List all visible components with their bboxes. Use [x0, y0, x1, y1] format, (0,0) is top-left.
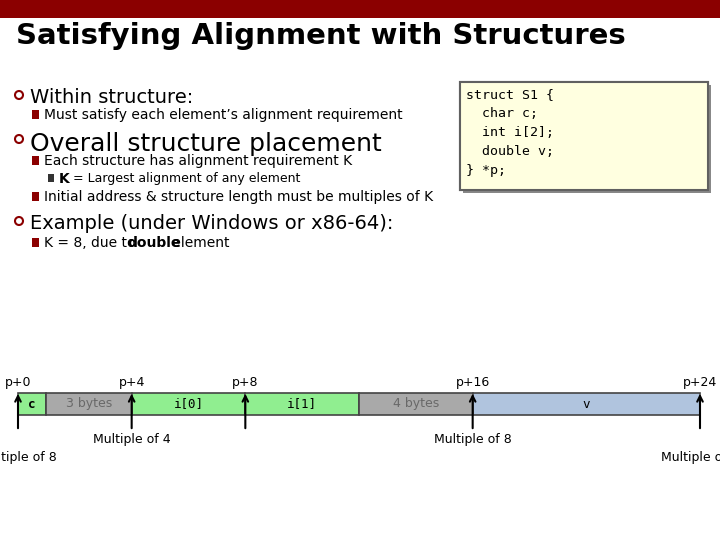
Text: p+24: p+24 — [683, 376, 717, 389]
Bar — [460, 82, 708, 190]
Text: c: c — [29, 397, 36, 410]
Text: Example (under Windows or x86-64):: Example (under Windows or x86-64): — [30, 214, 393, 233]
Bar — [48, 174, 54, 182]
Text: p+8: p+8 — [232, 376, 258, 389]
Bar — [46, 393, 132, 415]
Text: } *p;: } *p; — [466, 164, 506, 177]
Text: struct S1 {: struct S1 { — [466, 88, 554, 101]
Bar — [460, 82, 708, 190]
Text: Carnegie Mellon: Carnegie Mellon — [626, 1, 710, 11]
Text: 4 bytes: 4 bytes — [392, 397, 439, 410]
Bar — [472, 393, 700, 415]
Text: p+4: p+4 — [119, 376, 145, 389]
Text: Overall structure placement: Overall structure placement — [30, 132, 382, 156]
Text: K = 8, due to: K = 8, due to — [44, 236, 140, 250]
Text: K: K — [59, 172, 70, 186]
Bar — [32, 192, 39, 201]
Text: = Largest alignment of any element: = Largest alignment of any element — [69, 172, 300, 185]
Bar — [359, 393, 472, 415]
Text: p+0: p+0 — [5, 376, 31, 389]
Text: int i[2];: int i[2]; — [466, 126, 554, 139]
Text: i[0]: i[0] — [174, 397, 204, 410]
Text: p+16: p+16 — [456, 376, 490, 389]
Text: Each structure has alignment requirement K: Each structure has alignment requirement… — [44, 154, 352, 168]
Bar — [32, 156, 39, 165]
Text: Satisfying Alignment with Structures: Satisfying Alignment with Structures — [16, 22, 626, 50]
Text: v: v — [582, 397, 590, 410]
Bar — [0, 0, 720, 18]
Text: 3 bytes: 3 bytes — [66, 397, 112, 410]
Text: Multiple of 8: Multiple of 8 — [0, 451, 57, 464]
Text: Initial address & structure length must be multiples of K: Initial address & structure length must … — [44, 190, 433, 204]
Bar — [132, 393, 246, 415]
Text: double: double — [127, 236, 181, 250]
Bar — [32, 110, 39, 119]
Text: Must satisfy each element’s alignment requirement: Must satisfy each element’s alignment re… — [44, 108, 402, 122]
Text: char c;: char c; — [466, 107, 538, 120]
Text: Within structure:: Within structure: — [30, 88, 193, 107]
Bar — [32, 238, 39, 247]
Text: Multiple of 8: Multiple of 8 — [433, 433, 511, 446]
Text: element: element — [168, 236, 230, 250]
Bar — [246, 393, 359, 415]
Text: double v;: double v; — [466, 145, 554, 158]
Text: Multiple of 8: Multiple of 8 — [661, 451, 720, 464]
Text: Multiple of 4: Multiple of 4 — [93, 433, 171, 446]
Bar — [18, 393, 46, 415]
Bar — [463, 85, 711, 193]
Text: i[1]: i[1] — [287, 397, 318, 410]
